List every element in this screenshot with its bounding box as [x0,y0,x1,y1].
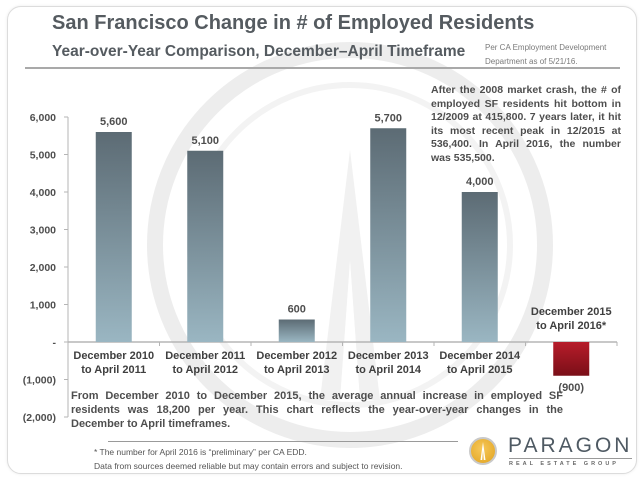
bar [370,128,407,342]
category-label: December 2015 [531,306,612,318]
y-tick-label: 2,000 [30,262,56,274]
category-label: December 2011 [165,350,245,362]
tower-glyph [480,442,486,460]
chart-title: San Francisco Change in # of Employed Re… [52,12,535,34]
chart-subtitle: Year-over-Year Comparison, December–Apri… [52,43,466,60]
y-tick-label: 4,000 [30,187,56,199]
header-divider [25,67,620,69]
footer-divider [108,441,458,442]
category-label: to April 2015 [447,364,513,376]
paragon-logo: PARAGON REAL ESTATE GROUP [466,434,636,474]
data-label: 5,700 [374,112,402,124]
source-line-1: Per CA Employment Development [485,43,607,52]
tower-icon [469,437,497,465]
summary-line-1: From December 2010 to December 2015, the… [71,390,563,402]
source-note: Per CA Employment Development Department… [485,41,635,69]
y-tick-label: 5,000 [30,150,56,162]
data-label: 5,100 [191,135,219,147]
logo-divider [509,458,632,459]
data-label: 600 [288,304,306,316]
bar [553,342,590,376]
y-tick-label: (2,000) [23,412,56,424]
y-tick-label: 6,000 [30,112,56,124]
category-label: December 2010 [73,350,154,362]
summary-line-2: residents was 18,200 per year. This char… [71,403,563,416]
data-label: 5,600 [100,116,128,128]
summary-line-3: December to April timeframes. [71,417,231,430]
summary-text: From December 2010 to December 2015, the… [71,390,563,431]
data-label: 4,000 [466,176,494,188]
logo-tagline: REAL ESTATE GROUP [509,461,619,467]
data-label: (900) [558,382,584,394]
bar [95,132,132,342]
y-tick-label: - [53,337,57,349]
category-label: to April 2012 [172,364,238,376]
y-tick-label: 3,000 [30,225,56,237]
bar [187,150,224,342]
category-label: December 2014 [439,350,521,362]
category-label: December 2012 [256,350,337,362]
annotation-text: After the 2008 market crash, the # of em… [431,84,621,164]
y-tick-label: (1,000) [23,375,56,387]
disclaimer-note: Data from sources deemed reliable but ma… [94,461,403,471]
source-line-2: Department as of 5/21/16. [485,57,578,66]
category-label: to April 2014 [355,364,421,376]
category-label: to April 2011 [81,364,146,376]
bar [278,319,315,342]
preliminary-note: * The number for April 2016 is “prelimin… [94,447,307,457]
category-label: to April 2013 [264,364,330,376]
category-label: December 2013 [348,350,429,362]
logo-name: PARAGON [508,434,633,457]
bar [461,192,498,342]
y-tick-label: 1,000 [30,300,56,312]
category-label: to April 2016* [536,320,607,332]
